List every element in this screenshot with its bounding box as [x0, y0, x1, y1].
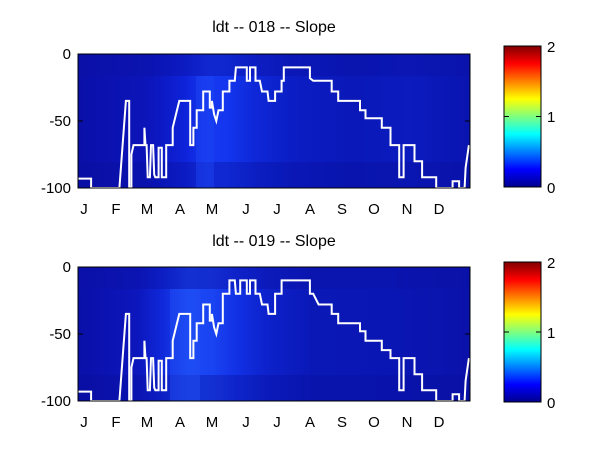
colorbar: 2 1 0	[503, 39, 555, 197]
x-tick-label: S	[337, 201, 347, 218]
x-tick-label: M	[141, 414, 154, 431]
y-tick-label: -100	[41, 180, 71, 197]
depth-line-layer	[78, 279, 470, 401]
x-tick-label: O	[368, 414, 380, 431]
y-tick-label: 0	[63, 259, 71, 276]
x-tick-label: F	[111, 414, 120, 431]
colorbar-tick-label: 2	[547, 39, 555, 56]
colorbar-tick-label: 0	[547, 395, 555, 412]
heatmap	[78, 54, 470, 188]
x-tick-label: A	[305, 201, 315, 218]
colorbar-tick-label: 1	[547, 109, 555, 126]
x-tick-label: N	[402, 201, 413, 218]
y-tick-label: -50	[49, 326, 71, 343]
chart-panel-1: ldt -- 018 -- Slope 0 -50 -100 J F M A M…	[41, 19, 555, 218]
colorbar-tick-label: 0	[547, 180, 555, 197]
x-tick-label: N	[402, 414, 413, 431]
heatmap-shading	[78, 54, 470, 188]
x-axis: J F M A M J J A S O N D	[80, 201, 444, 218]
x-tick-label: S	[337, 414, 347, 431]
x-axis: J F M A M J J A S O N D	[80, 414, 444, 431]
y-tick-label: -50	[49, 113, 71, 130]
x-tick-label: O	[368, 201, 380, 218]
x-tick-label: A	[175, 201, 185, 218]
x-tick-label: M	[206, 201, 219, 218]
colorbar-gradient	[503, 261, 542, 403]
x-tick-label: J	[80, 414, 88, 431]
heatmap-shading	[78, 267, 470, 401]
depth-line-layer	[78, 66, 470, 188]
y-axis: 0 -50 -100	[41, 259, 470, 410]
x-tick-label: F	[111, 201, 120, 218]
y-axis: 0 -50 -100	[41, 46, 470, 197]
x-tick-label: J	[242, 201, 250, 218]
x-tick-label: J	[273, 414, 281, 431]
colorbar-tick-label: 2	[547, 255, 555, 272]
x-tick-label: J	[273, 201, 281, 218]
colorbar: 2 1 0	[503, 255, 555, 412]
x-tick-label: J	[80, 201, 88, 218]
x-tick-label: M	[206, 414, 219, 431]
depth-line-series	[78, 66, 470, 188]
x-tick-label: D	[434, 201, 445, 218]
x-tick-label: A	[305, 414, 315, 431]
colorbar-tick-label: 1	[547, 325, 555, 342]
x-tick-label: J	[242, 414, 250, 431]
x-tick-label: A	[175, 414, 185, 431]
depth-line-series	[78, 279, 470, 401]
x-tick-label: D	[434, 414, 445, 431]
colorbar-gradient	[503, 45, 542, 188]
y-tick-label: 0	[63, 46, 71, 63]
x-tick-label: M	[141, 201, 154, 218]
y-tick-label: -100	[41, 393, 71, 410]
heatmap	[78, 267, 470, 401]
chart-title: ldt -- 019 -- Slope	[212, 233, 336, 250]
chart-panel-2: ldt -- 019 -- Slope 0 -50 -100 J F M A M…	[41, 233, 555, 431]
chart-title: ldt -- 018 -- Slope	[212, 19, 336, 36]
